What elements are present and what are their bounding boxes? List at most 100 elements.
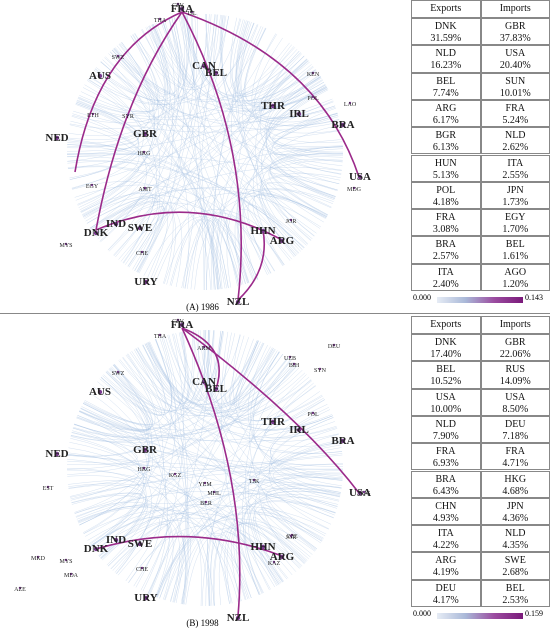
edge — [87, 504, 323, 542]
country-code: ITA — [507, 157, 524, 169]
edge — [113, 47, 296, 101]
node-label: AMT — [138, 187, 152, 193]
country-code: EGY — [504, 212, 526, 224]
edge — [92, 330, 222, 549]
edge — [195, 330, 333, 430]
node-label: CHE — [136, 567, 148, 573]
node — [97, 73, 103, 79]
edge — [74, 501, 187, 605]
trade-arc — [95, 535, 283, 557]
country-code: ITA — [437, 266, 454, 278]
country-code: DEU — [504, 418, 526, 430]
country-code: HUN — [434, 157, 457, 169]
node-label: MDA — [64, 573, 79, 579]
node — [137, 541, 143, 547]
node — [201, 379, 207, 385]
node-label: MYS — [59, 243, 72, 249]
node-label: DNK — [84, 227, 109, 239]
node-label: HHN — [250, 541, 275, 553]
table-header: Imports — [480, 0, 550, 18]
edge — [247, 344, 343, 481]
edge — [185, 15, 207, 290]
country-code: FRA — [436, 446, 456, 458]
edge — [253, 516, 308, 572]
node-label: SWZ — [112, 55, 125, 61]
table-cell: BRA 6.43% — [411, 470, 481, 498]
node — [143, 595, 149, 601]
country-code: BEL — [436, 364, 456, 376]
country-code: FRA — [505, 102, 525, 114]
edge — [78, 502, 300, 569]
edge — [69, 341, 261, 497]
country-code: GBR — [504, 21, 526, 32]
node-label: ARG — [270, 235, 295, 247]
node-label: THA — [154, 334, 167, 340]
colorbar — [437, 613, 523, 619]
edge — [85, 505, 148, 552]
edge — [84, 14, 219, 220]
node — [179, 322, 185, 328]
edge — [235, 19, 343, 163]
edge — [145, 343, 284, 409]
node — [311, 71, 315, 75]
node — [93, 230, 99, 236]
trade-arc — [181, 11, 242, 301]
edge — [71, 116, 174, 284]
node-label: IRL — [289, 424, 309, 436]
country-code: USA — [505, 48, 526, 60]
edge — [262, 504, 326, 550]
colorbar-max: 0.143 — [525, 293, 543, 302]
node-label: USA — [349, 171, 371, 183]
node — [18, 586, 22, 590]
edge — [253, 89, 329, 266]
edge — [203, 330, 223, 400]
node-label: FRA — [171, 3, 194, 15]
edge — [67, 455, 343, 471]
edge — [164, 14, 195, 85]
country-code: USA — [435, 391, 456, 403]
edge — [91, 72, 317, 234]
edge — [77, 414, 242, 602]
node — [352, 186, 356, 190]
country-code: FRA — [505, 446, 525, 458]
table-cell: FRA 3.08% — [411, 209, 481, 237]
node-label: CZE — [286, 534, 298, 540]
node — [64, 242, 68, 246]
table-cell: DEU 7.18% — [480, 415, 550, 444]
edge — [107, 18, 179, 251]
table-cell: ITA 2.55% — [480, 154, 550, 182]
edge — [80, 43, 155, 213]
edge — [243, 440, 341, 596]
edge — [266, 182, 332, 219]
node-label: ARG — [270, 551, 295, 563]
edge — [73, 361, 294, 439]
share: 1.73% — [502, 196, 529, 208]
trade-arc — [237, 229, 266, 301]
edge — [101, 517, 289, 579]
share: 4.17% — [432, 594, 459, 606]
node — [143, 279, 149, 285]
share: 6.93% — [432, 458, 459, 470]
share: 20.40% — [499, 60, 531, 72]
node-label: MYS — [59, 559, 72, 565]
country-code: BRA — [435, 473, 457, 485]
edge — [84, 400, 337, 443]
share: 1.61% — [502, 251, 529, 263]
edge — [244, 363, 296, 586]
node — [36, 555, 40, 559]
node — [279, 238, 285, 244]
edge — [122, 356, 343, 454]
edge — [94, 68, 240, 286]
edge — [234, 529, 271, 595]
edge — [70, 438, 215, 606]
node — [204, 500, 208, 504]
country-code: BEL — [436, 75, 456, 87]
node-label: CPV — [172, 3, 184, 9]
colorbar-min: 0.000 — [413, 293, 431, 302]
node-label: THR — [261, 100, 286, 112]
share: 2.57% — [432, 251, 459, 263]
node-label: BEL — [205, 383, 227, 395]
edge — [90, 513, 288, 580]
share: 8.50% — [502, 403, 529, 415]
country-code: CHN — [435, 500, 457, 512]
